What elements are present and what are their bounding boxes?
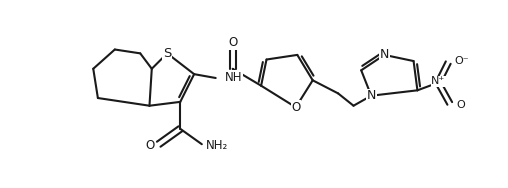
Text: O⁻: O⁻ <box>454 56 469 66</box>
Text: NH: NH <box>225 71 242 84</box>
Text: O: O <box>228 36 237 49</box>
Text: O: O <box>146 139 155 152</box>
Text: O: O <box>291 101 300 114</box>
Text: NH₂: NH₂ <box>206 139 228 152</box>
Text: N: N <box>367 89 376 102</box>
Text: S: S <box>163 47 171 60</box>
Text: N⁺: N⁺ <box>431 76 446 86</box>
Text: N: N <box>379 48 389 61</box>
Text: O: O <box>456 100 465 110</box>
